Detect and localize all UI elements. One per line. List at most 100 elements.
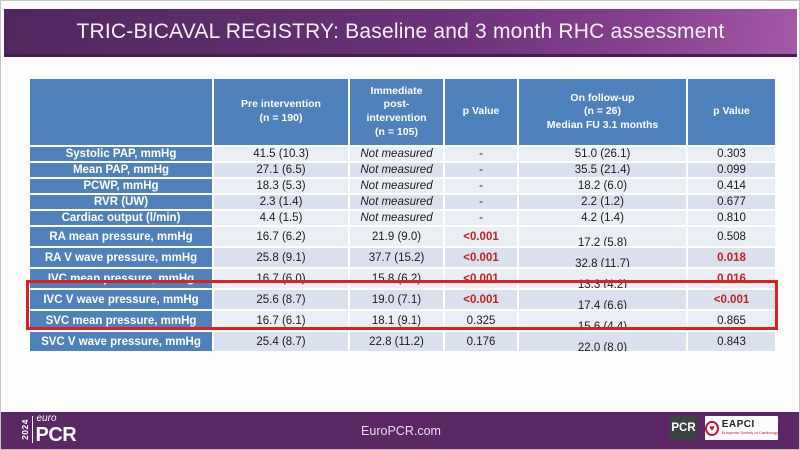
pre-intervention-cell: 27.1 (6.5) [212, 161, 350, 179]
table-row: Systolic PAP, mmHg 41.5 (10.3) Not measure… [28, 145, 777, 163]
follow-up-cell: 51.0 (26.1) [517, 145, 688, 163]
p-value-1-cell: 0.176 [443, 330, 519, 353]
pre-intervention-cell: 25.6 (8.7) [212, 288, 350, 311]
table-row: RVR (UW) 2.3 (1.4) Not measured -2.2 (1.2) 0… [28, 193, 777, 211]
table-row: SVC mean pressure, mmHg 16.7 (6.1) 18.1 (9… [28, 309, 777, 332]
p-value-1-cell: <0.001 [443, 267, 519, 290]
post-intervention-cell: 21.9 (9.0) [348, 225, 445, 248]
p-value-2-cell: 0.508 [686, 225, 777, 248]
page-title: TRIC-BICAVAL REGISTRY: Baseline and 3 mo… [76, 19, 725, 43]
p-value-2-cell: 0.303 [686, 145, 777, 163]
column-header-4: On follow-up (n = 26) Median FU 3.1 mont… [517, 77, 688, 147]
p-value-1-cell: <0.001 [443, 246, 519, 269]
pre-intervention-cell: 25.4 (8.7) [212, 330, 350, 353]
column-header-1: Pre intervention (n = 190) [212, 77, 350, 147]
post-intervention-cell: Not measured [348, 161, 445, 179]
table-row: IVC mean pressure, mmHg 16.7 (6.0) 15.8 (6… [28, 267, 777, 290]
pre-intervention-cell: 25.8 (9.1) [212, 246, 350, 269]
column-header-0 [28, 77, 214, 147]
p-value-1-cell: 0.325 [443, 309, 519, 332]
follow-up-cell: 4.2 (1.4) [517, 209, 688, 227]
p-value-2-cell: 0.414 [686, 177, 777, 195]
p-value-1-cell: - [443, 193, 519, 211]
table-header-row: Pre intervention (n = 190) Immediate post… [28, 77, 777, 147]
p-value-1-cell: - [443, 161, 519, 179]
p-value-1-cell: - [443, 145, 519, 163]
europcr-year-label: 2024 [20, 419, 30, 440]
table-row: Mean PAP, mmHg 27.1 (6.5) Not measured -35.… [28, 161, 777, 179]
p-value-2-cell: 0.016 [686, 267, 777, 290]
post-intervention-cell: Not measured [348, 145, 445, 163]
row-label-cell: SVC V wave pressure, mmHg [28, 330, 214, 353]
row-label-cell: PCWP, mmHg [28, 177, 214, 195]
post-intervention-cell: Not measured [348, 209, 445, 227]
pre-intervention-cell: 2.3 (1.4) [212, 193, 350, 211]
follow-up-cell: 13.3 (4.2) [517, 267, 688, 290]
row-label-cell: IVC V wave pressure, mmHg [28, 288, 214, 311]
column-header-3: p Value [443, 77, 519, 147]
rhc-table: Pre intervention (n = 190) Immediate post… [28, 77, 777, 353]
p-value-2-cell: 0.677 [686, 193, 777, 211]
post-intervention-cell: 22.8 (11.2) [348, 330, 445, 353]
column-header-2: Immediate post- intervention (n = 105) [348, 77, 445, 147]
follow-up-cell: 17.4 (6.6) [517, 288, 688, 311]
pre-intervention-cell: 18.3 (5.3) [212, 177, 350, 195]
table-row: SVC V wave pressure, mmHg 25.4 (8.7) 22.8 … [28, 330, 777, 353]
heart-icon: ♥ [705, 420, 719, 436]
follow-up-cell: 22.0 (8.0) [517, 330, 688, 353]
p-value-2-cell: 0.018 [686, 246, 777, 269]
europcr-pcr-label: PCR [35, 424, 77, 446]
row-label-cell: SVC mean pressure, mmHg [28, 309, 214, 332]
follow-up-cell: 2.2 (1.2) [517, 193, 688, 211]
row-label-cell: RA V wave pressure, mmHg [28, 246, 214, 269]
follow-up-cell: 15.6 (4.4) [517, 309, 688, 332]
p-value-2-cell: 0.843 [686, 330, 777, 353]
follow-up-cell: 32.8 (11.7) [517, 246, 688, 269]
row-label-cell: Mean PAP, mmHg [28, 161, 214, 179]
table-row: RA mean pressure, mmHg 16.7 (6.2) 21.9 (9.… [28, 225, 777, 248]
row-label-cell: IVC mean pressure, mmHg [28, 267, 214, 290]
post-intervention-cell: 37.7 (15.2) [348, 246, 445, 269]
logo-divider [31, 416, 33, 443]
table-body: Systolic PAP, mmHg 41.5 (10.3) Not measure… [28, 145, 777, 353]
p-value-2-cell: 0.810 [686, 209, 777, 227]
follow-up-cell: 35.5 (21.4) [517, 161, 688, 179]
slide-title-bar: TRIC-BICAVAL REGISTRY: Baseline and 3 mo… [4, 9, 797, 57]
eapci-logo: ♥ EAPCI European Society of Cardiology [705, 416, 778, 440]
pre-intervention-cell: 41.5 (10.3) [212, 145, 350, 163]
p-value-1-cell: - [443, 177, 519, 195]
p-value-2-cell: 0.099 [686, 161, 777, 179]
table-row: PCWP, mmHg 18.3 (5.3) Not measured -18.2 (6… [28, 177, 777, 195]
footer-bar: EuroPCR.com 2024 euro PCR PCR ♥ EAPCI Eu… [1, 412, 799, 449]
row-label-cell: RA mean pressure, mmHg [28, 225, 214, 248]
table-row: Cardiac output (l/min) 4.4 (1.5) Not measu… [28, 209, 777, 227]
p-value-2-cell: <0.001 [686, 288, 777, 311]
europcr-2024-logo: 2024 euro PCR [20, 413, 77, 446]
post-intervention-cell: Not measured [348, 193, 445, 211]
footer-url: EuroPCR.com [361, 423, 441, 438]
pre-intervention-cell: 16.7 (6.2) [212, 225, 350, 248]
column-header-5: p Value [686, 77, 777, 147]
table-row: RA V wave pressure, mmHg 25.8 (9.1) 37.7 (… [28, 246, 777, 269]
europcr-euro-label: euro [36, 413, 57, 424]
table-row: IVC V wave pressure, mmHg 25.6 (8.7) 19.0 … [28, 288, 777, 311]
post-intervention-cell: 19.0 (7.1) [348, 288, 445, 311]
row-label-cell: Cardiac output (l/min) [28, 209, 214, 227]
pre-intervention-cell: 16.7 (6.0) [212, 267, 350, 290]
p-value-2-cell: 0.865 [686, 309, 777, 332]
follow-up-cell: 17.2 (5.8) [517, 225, 688, 248]
table-header: Pre intervention (n = 190) Immediate post… [28, 77, 777, 147]
post-intervention-cell: Not measured [348, 177, 445, 195]
p-value-1-cell: <0.001 [443, 288, 519, 311]
row-label-cell: Systolic PAP, mmHg [28, 145, 214, 163]
pre-intervention-cell: 16.7 (6.1) [212, 309, 350, 332]
pcr-logo: PCR [670, 416, 697, 440]
p-value-1-cell: <0.001 [443, 225, 519, 248]
post-intervention-cell: 15.8 (6.2) [348, 267, 445, 290]
follow-up-cell: 18.2 (6.0) [517, 177, 688, 195]
p-value-1-cell: - [443, 209, 519, 227]
eapci-tagline: European Society of Cardiology [721, 430, 778, 436]
post-intervention-cell: 18.1 (9.1) [348, 309, 445, 332]
eapci-name-label: EAPCI [721, 419, 755, 431]
